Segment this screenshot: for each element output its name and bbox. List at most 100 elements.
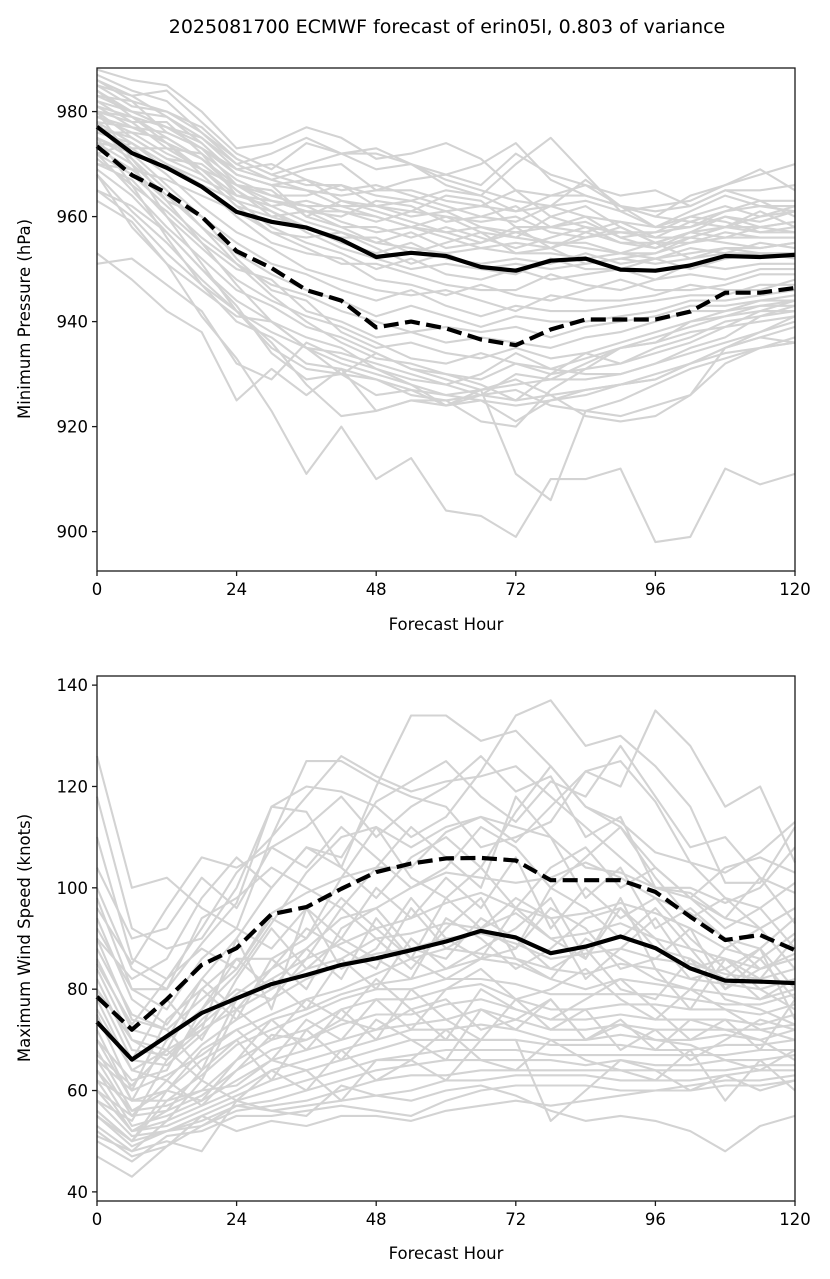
wind-y-tick-label: 60 xyxy=(67,1082,88,1101)
pressure-x-tick-label: 72 xyxy=(505,580,526,599)
wind-member-line-8 xyxy=(96,815,796,1052)
pressure-mean-line xyxy=(95,125,796,273)
wind-panel: 0 24 48 72 96 120 40 60 80 100 120 140 Forecast Ho… xyxy=(15,675,811,1263)
wind-member-line-9 xyxy=(96,861,796,1057)
pressure-member-line-40 xyxy=(96,115,796,239)
wind-member-line-40 xyxy=(96,896,796,1062)
wind-x-tick-label: 120 xyxy=(779,1210,811,1229)
pressure-mode-line xyxy=(95,144,796,348)
wind-member-line-41 xyxy=(96,886,796,1026)
pressure-member-line-42 xyxy=(96,142,796,250)
wind-x-tick-label: 0 xyxy=(92,1210,103,1229)
pressure-member-line-24 xyxy=(96,163,795,370)
wind-mean-line xyxy=(95,928,796,1062)
wind-member-line-11 xyxy=(96,912,796,1072)
pressure-x-ticks: 0 24 48 72 96 120 xyxy=(92,571,811,599)
pressure-member-line-4 xyxy=(96,89,796,229)
pressure-axes-frame xyxy=(96,67,796,572)
pressure-member-line-26 xyxy=(96,152,796,391)
wind-member-line-28 xyxy=(96,1038,796,1143)
pressure-member-line-45 xyxy=(96,142,795,255)
wind-member-line-38 xyxy=(96,907,796,1062)
wind-member-line-17 xyxy=(96,998,796,1117)
pressure-member-line-35 xyxy=(96,137,796,502)
wind-member-line-5 xyxy=(96,744,796,1026)
wind-axes-frame xyxy=(96,675,796,1202)
wind-member-line-37 xyxy=(96,907,796,1082)
pressure-x-tick-label: 120 xyxy=(779,580,811,599)
pressure-y-label: Minimum Pressure (hPa) xyxy=(15,219,34,419)
pressure-member-line-20 xyxy=(96,142,796,328)
pressure-member-line-43 xyxy=(96,79,796,234)
pressure-ensemble-members xyxy=(96,68,796,544)
wind-y-tick-label: 80 xyxy=(67,980,88,999)
pressure-member-line-37 xyxy=(96,199,796,386)
wind-member-line-45 xyxy=(96,977,796,1087)
wind-y-ticks: 40 60 80 100 120 140 xyxy=(57,676,97,1202)
pressure-member-line-31 xyxy=(96,252,796,428)
wind-member-line-36 xyxy=(96,896,796,1102)
pressure-y-ticks: 900 920 940 960 980 xyxy=(57,103,97,542)
pressure-member-line-34 xyxy=(96,174,796,544)
pressure-panel: 0 24 48 72 96 120 900 920 940 960 980 Forecast Ho… xyxy=(15,67,811,634)
wind-member-line-32 xyxy=(96,856,796,1011)
wind-mode-line xyxy=(95,855,796,1032)
pressure-y-tick-label: 940 xyxy=(57,313,89,332)
pressure-member-line-41 xyxy=(97,131,796,239)
wind-member-line-47 xyxy=(96,825,796,970)
wind-member-line-34 xyxy=(96,755,796,965)
wind-member-line-16 xyxy=(96,983,796,1112)
wind-member-line-29 xyxy=(96,998,796,1117)
pressure-y-tick-label: 960 xyxy=(57,208,89,227)
wind-ensemble-members xyxy=(95,699,796,1178)
pressure-member-line-36 xyxy=(96,110,796,423)
pressure-member-line-21 xyxy=(96,152,796,339)
pressure-x-label: Forecast Hour xyxy=(389,615,504,634)
pressure-y-tick-label: 980 xyxy=(57,103,89,122)
wind-y-tick-label: 140 xyxy=(57,676,89,695)
wind-member-line-26 xyxy=(96,1079,796,1178)
pressure-member-line-23 xyxy=(96,147,795,360)
pressure-member-line-9 xyxy=(96,115,796,250)
wind-y-label: Maximum Wind Speed (knots) xyxy=(15,814,34,1062)
wind-member-line-3 xyxy=(95,709,796,981)
pressure-x-tick-label: 0 xyxy=(92,580,103,599)
wind-member-line-25 xyxy=(96,1074,796,1163)
pressure-y-tick-label: 900 xyxy=(57,523,89,542)
wind-member-line-27 xyxy=(96,1084,796,1158)
pressure-member-line-39 xyxy=(96,100,795,223)
wind-x-label: Forecast Hour xyxy=(389,1244,504,1263)
pressure-member-line-12 xyxy=(96,131,796,265)
pressure-member-line-3 xyxy=(96,84,796,213)
pressure-y-tick-label: 920 xyxy=(57,418,89,437)
pressure-member-line-30 xyxy=(96,121,796,423)
wind-member-line-46 xyxy=(96,836,796,981)
pressure-member-line-44 xyxy=(96,110,795,250)
wind-y-tick-label: 40 xyxy=(67,1183,88,1202)
pressure-member-line-33 xyxy=(96,189,796,402)
pressure-x-tick-label: 48 xyxy=(366,580,387,599)
wind-member-line-4 xyxy=(96,714,796,991)
wind-member-line-30 xyxy=(96,967,796,1112)
wind-x-tick-label: 72 xyxy=(505,1210,526,1229)
pressure-member-line-47 xyxy=(96,89,795,271)
figure-title: 2025081700 ECMWF forecast of erin05l, 0.… xyxy=(169,16,726,38)
wind-member-line-31 xyxy=(96,896,796,1072)
wind-x-tick-label: 48 xyxy=(366,1210,387,1229)
wind-x-ticks: 0 24 48 72 96 120 xyxy=(92,1201,811,1229)
wind-x-tick-label: 24 xyxy=(226,1210,247,1229)
wind-y-tick-label: 120 xyxy=(57,777,89,796)
wind-member-line-21 xyxy=(96,1048,795,1138)
pressure-member-line-11 xyxy=(96,126,796,265)
wind-member-line-44 xyxy=(96,1028,796,1153)
pressure-member-line-38 xyxy=(96,73,795,213)
pressure-x-tick-label: 24 xyxy=(226,580,247,599)
pressure-x-tick-label: 96 xyxy=(645,580,666,599)
pressure-member-line-18 xyxy=(96,126,796,313)
wind-x-tick-label: 96 xyxy=(645,1210,666,1229)
pressure-member-line-46 xyxy=(96,163,796,260)
wind-y-tick-label: 100 xyxy=(57,879,89,898)
pressure-member-line-6 xyxy=(96,100,796,239)
wind-member-line-2 xyxy=(95,699,796,950)
